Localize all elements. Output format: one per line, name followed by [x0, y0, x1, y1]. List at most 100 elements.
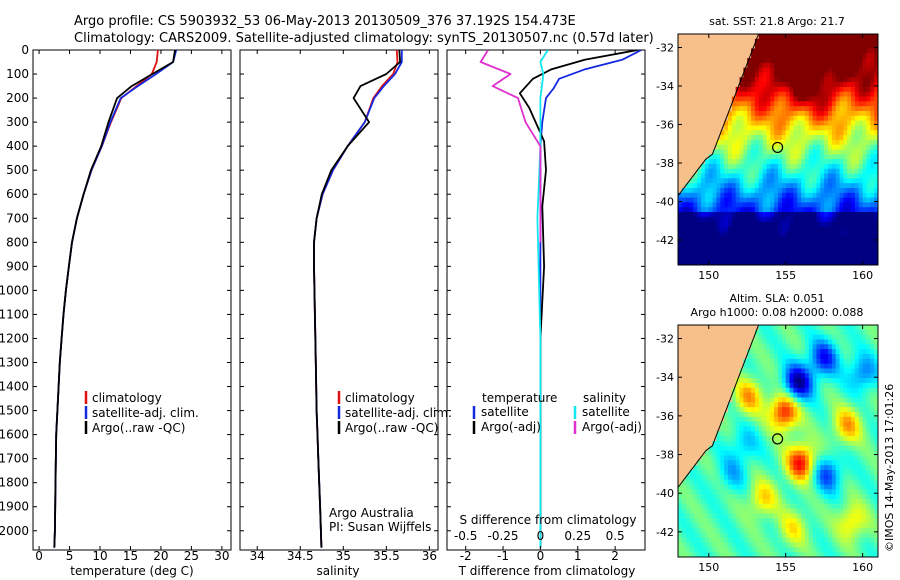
sla-cell: [766, 508, 771, 515]
sla-cell: [808, 484, 814, 490]
sla-cell: [847, 552, 852, 557]
sst-cell: [804, 115, 810, 122]
sla-cell: [828, 373, 833, 379]
sst-cell: [701, 197, 706, 204]
sla-cell: [820, 503, 825, 510]
sst-cell: [866, 101, 871, 107]
sla-cell: [839, 344, 844, 350]
sst-cell: [843, 101, 848, 107]
sla-cell: [843, 329, 848, 336]
sst-cell: [812, 91, 818, 98]
sst-cell: [870, 86, 875, 93]
sst-cell: [762, 43, 768, 50]
sla-cell: [812, 412, 818, 418]
sst-cell: [812, 62, 818, 69]
sst-cell: [854, 62, 860, 69]
sst-cell: [793, 34, 798, 40]
sla-cell: [820, 416, 825, 423]
sla-cell: [812, 445, 818, 452]
sst-cell: [754, 226, 760, 232]
sst-cell: [866, 106, 871, 112]
sla-cell: [835, 523, 841, 529]
sla-cell: [797, 441, 802, 447]
sla-cell: [716, 431, 721, 437]
sst-cell: [870, 106, 875, 112]
sla-cell: [804, 537, 810, 544]
sla-cell: [681, 484, 687, 490]
sla-cell: [828, 513, 833, 519]
sst-cell: [762, 38, 768, 45]
sst-cell: [697, 202, 702, 208]
sla-cell: [716, 474, 721, 481]
sst-cell: [758, 245, 764, 252]
sst-cell: [851, 183, 856, 189]
sst-cell: [828, 216, 833, 223]
sst-cell: [728, 255, 733, 261]
sst-cell: [754, 58, 760, 64]
sla-cell: [762, 494, 768, 500]
sst-cell: [804, 77, 810, 83]
sla-cell: [735, 431, 741, 437]
sla-cell: [835, 474, 841, 481]
sla-cell: [793, 460, 798, 466]
sla-cell: [797, 383, 802, 389]
sst-cell: [793, 149, 798, 155]
sla-cell: [754, 407, 760, 413]
sla-cell: [816, 373, 821, 379]
sst-cell: [770, 91, 775, 98]
sla-cell: [704, 542, 710, 548]
sla-cell: [739, 552, 744, 557]
sla-cell: [824, 450, 829, 457]
sst-cell: [747, 101, 752, 107]
sst-cell: [858, 159, 864, 165]
sst-cell: [866, 86, 871, 93]
sla-cell: [866, 363, 871, 370]
sst-cell: [743, 139, 748, 146]
sst-cell: [812, 101, 818, 107]
sst-cell: [797, 236, 802, 242]
sla-cell: [743, 402, 748, 408]
sst-cell: [835, 192, 841, 199]
sst-cell: [801, 67, 806, 74]
sla-cell: [835, 373, 841, 379]
sla-cell: [874, 344, 878, 350]
sst-cell: [689, 221, 694, 228]
sla-cell: [808, 474, 814, 481]
sst-cell: [828, 178, 833, 184]
sst-cell: [716, 144, 721, 151]
sla-cell: [808, 518, 814, 524]
sla-cell: [874, 518, 878, 524]
sla-cell: [828, 397, 833, 403]
sla-cell: [708, 479, 714, 486]
sst-cell: [801, 139, 806, 146]
sst-cell: [697, 207, 702, 213]
sst-cell: [866, 250, 871, 256]
sst-cell: [812, 53, 818, 59]
sla-cell: [720, 436, 725, 442]
sst-cell: [770, 77, 775, 83]
sla-cell: [862, 334, 868, 341]
sst-cell: [751, 240, 756, 247]
sla-cell: [747, 465, 752, 471]
sla-cell: [843, 484, 848, 490]
sst-cell: [793, 192, 798, 199]
sla-cell: [808, 547, 814, 553]
sst-cell: [731, 216, 737, 223]
sla-cell: [847, 484, 852, 490]
sla-cell: [835, 542, 841, 548]
sla-cell: [862, 354, 868, 360]
sla-cell: [862, 387, 868, 394]
sst-cell: [843, 48, 848, 54]
sla-cell: [839, 532, 844, 539]
sla-cell: [847, 537, 852, 544]
sla-cell: [739, 412, 744, 418]
sla-cell: [812, 503, 818, 510]
sla-cell: [804, 499, 810, 505]
sst-cell: [781, 226, 787, 232]
sst-cell: [689, 250, 694, 256]
sst-cell: [804, 207, 810, 213]
sla-cell: [708, 450, 714, 457]
sla-cell: [839, 392, 844, 399]
sst-cell: [724, 192, 729, 199]
sla-cell: [804, 441, 810, 447]
